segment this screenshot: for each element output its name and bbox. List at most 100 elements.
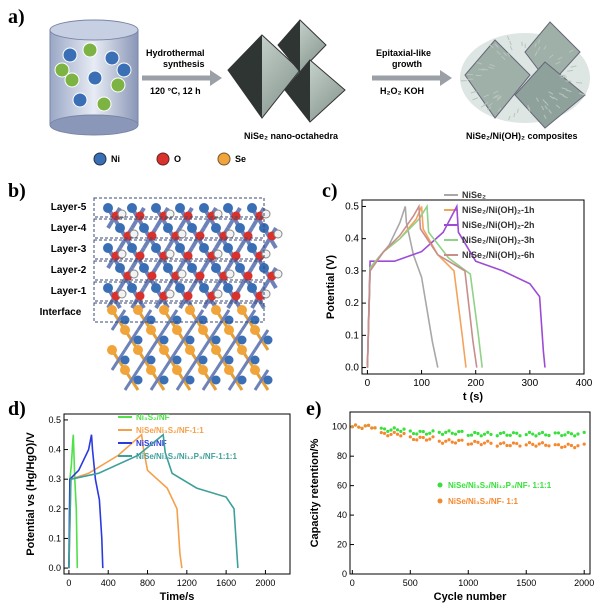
data-point [563,433,566,436]
ni-atom [173,356,182,365]
ni-atom [199,356,208,365]
data-point [447,438,450,441]
o-atom [244,232,253,241]
data-point [399,434,402,437]
data-point [518,434,521,437]
h-atom [178,270,186,278]
data-point [454,433,457,436]
y-tick-label: 80 [337,451,347,461]
data-point [460,439,463,442]
data-point [531,443,534,446]
se-atom-icon [218,153,230,165]
step2-label-line2: growth [392,59,422,69]
ni-atom [211,263,221,273]
data-point [502,441,505,444]
h-atom [118,290,126,298]
se-atom [250,365,260,375]
layer-label: Layer-1 [51,286,87,297]
se-atom [172,325,182,335]
x-tick-label: 300 [522,378,539,389]
data-point [480,443,483,446]
ni-atom [225,316,234,325]
data-point [573,446,576,449]
ni-atom [103,203,113,213]
data-point [412,438,415,441]
data-point [447,429,450,432]
y-axis-label: Potential (V) [326,255,337,320]
data-point [412,432,415,435]
ni-atom [199,316,208,325]
legend-label: NiSe₂/Ni(OH)₂-6h [462,250,535,260]
data-point [534,434,537,437]
data-point [441,433,444,436]
ni-atom [186,376,195,385]
ni-atom [187,263,197,273]
data-point [534,445,537,448]
ni-atom [251,356,260,365]
ni-atom [103,283,113,293]
ni-atom [264,336,273,345]
h-atom [214,250,222,258]
x-tick-label: 0 [350,578,355,588]
data-point [389,428,392,431]
data-point [357,426,360,429]
legend-o-label: O [174,154,181,164]
step2-label-line1: Epitaxial-like [376,48,431,58]
ni-atom [225,356,234,365]
data-point [457,430,460,433]
x-tick-label: 2000 [255,578,275,588]
ni-atom [175,203,185,213]
ni-atom [199,203,209,213]
data-point [389,433,392,436]
data-point [509,434,512,437]
step1-condition: 120 °C, 12 h [150,86,201,96]
layer-label: Layer-3 [51,244,87,255]
o-atom [148,272,157,281]
ni-atom [173,316,182,325]
x-tick-label: 500 [403,578,418,588]
data-point [441,442,444,445]
se-atom [198,325,208,335]
data-point [544,444,547,447]
data-point [557,443,560,446]
ni-atom [103,243,113,253]
ni-atom [223,283,233,293]
o-atom-icon [157,153,169,165]
h-atom [214,290,222,298]
data-point [538,432,541,435]
data-point [486,431,489,434]
data-point [431,435,434,438]
x-tick-label: 400 [101,578,116,588]
data-point [444,440,447,443]
y-tick-label: 0.2 [345,298,359,309]
data-point [425,438,428,441]
data-point [567,443,570,446]
data-point [393,431,396,434]
data-point [418,436,421,439]
nanosheet-flake [529,108,530,112]
ni-atom [151,203,161,213]
data-point [386,430,389,433]
h-atom [118,250,126,258]
step1-label-line2: synthesis [163,59,205,69]
data-point [409,429,412,432]
se-atom [146,365,156,375]
ni-atom [247,243,257,253]
se-atom [211,305,221,315]
data-point [438,431,441,434]
x-axis-label: Cycle number [434,591,507,603]
ni-atom [175,283,185,293]
ni-atom [251,316,260,325]
h-atom [262,210,270,218]
data-point [528,431,531,434]
ni-atom [223,243,233,253]
data-point [515,442,518,445]
x-axis-label: Time/s [160,591,195,603]
precursor-atom [88,71,102,85]
se-atom [133,345,143,355]
ni-atom [211,223,221,233]
precursor-atom [63,48,77,62]
chart-d: 0 400 800 1200 1600 2000 0.0 0.1 0.2 0.3 0.4 0.5 Tim… [0,398,300,608]
data-point [509,444,512,447]
ni-atom [139,263,149,273]
